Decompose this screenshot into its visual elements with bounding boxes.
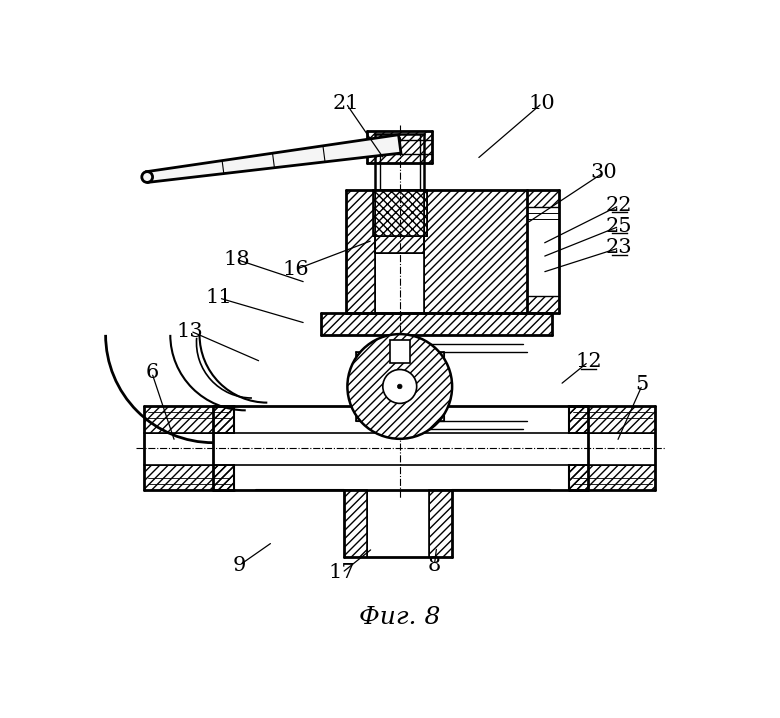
- Text: 5: 5: [636, 376, 649, 394]
- Text: 16: 16: [282, 260, 309, 279]
- Text: 23: 23: [606, 238, 633, 257]
- Text: 12: 12: [575, 353, 601, 371]
- Bar: [390, 340, 410, 363]
- Text: 8: 8: [427, 556, 441, 574]
- Text: 22: 22: [606, 196, 633, 215]
- Text: 9: 9: [233, 556, 246, 574]
- Text: 11: 11: [205, 289, 232, 307]
- Text: 6: 6: [145, 363, 158, 382]
- Text: 21: 21: [332, 93, 359, 113]
- Text: 17: 17: [328, 564, 356, 582]
- Circle shape: [347, 334, 452, 439]
- Text: Фиг. 8: Фиг. 8: [359, 606, 441, 629]
- Text: 25: 25: [606, 217, 633, 236]
- Text: 30: 30: [590, 163, 617, 182]
- Text: 10: 10: [529, 93, 555, 113]
- Circle shape: [398, 384, 402, 388]
- Text: 13: 13: [177, 322, 204, 340]
- Polygon shape: [147, 135, 401, 182]
- Circle shape: [142, 172, 153, 182]
- Circle shape: [383, 370, 417, 404]
- Text: 18: 18: [223, 250, 250, 269]
